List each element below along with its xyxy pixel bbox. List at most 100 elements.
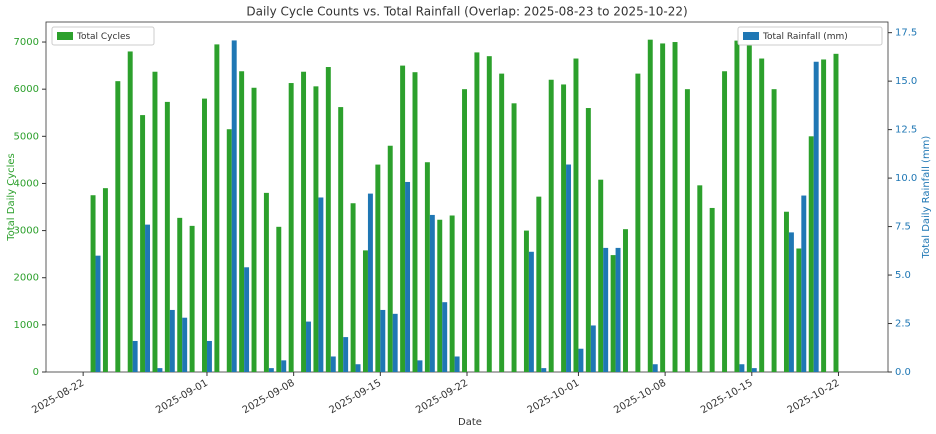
y2-axis-label: Total Daily Rainfall (mm): [921, 136, 932, 260]
bar: [598, 179, 604, 372]
bar: [660, 43, 666, 372]
bar: [405, 181, 411, 372]
bar: [603, 247, 609, 372]
x-tick-label: 2025-10-08: [612, 378, 668, 417]
bar: [325, 67, 331, 372]
x-tick-label: 2025-09-08: [241, 378, 297, 417]
y2-tick-label: 10.0: [895, 173, 917, 184]
bar: [722, 71, 728, 372]
bar: [585, 108, 591, 372]
bar: [318, 197, 324, 372]
y2-tick-label: 0.0: [895, 367, 911, 378]
bar: [684, 89, 690, 372]
bar: [288, 83, 294, 373]
y-tick-label: 6000: [14, 84, 39, 95]
legend-swatch: [57, 32, 73, 40]
bar: [132, 340, 138, 372]
bar: [454, 356, 460, 372]
bar: [548, 79, 554, 372]
bar: [380, 309, 386, 372]
bar: [528, 251, 534, 372]
bar: [590, 325, 596, 372]
bar: [164, 101, 170, 372]
bar: [647, 39, 653, 373]
bar: [95, 255, 101, 372]
bar: [102, 188, 108, 372]
bar: [746, 39, 752, 373]
bar: [771, 89, 777, 372]
bar: [313, 86, 319, 372]
bar: [623, 229, 628, 372]
bar: [355, 364, 361, 372]
bar: [338, 107, 344, 373]
bar: [244, 267, 250, 372]
bar: [566, 164, 572, 372]
bar: [417, 360, 423, 372]
bar: [206, 340, 212, 372]
bar: [739, 364, 745, 372]
bar: [808, 136, 814, 372]
y-tick-label: 5000: [14, 131, 39, 142]
bar: [90, 195, 96, 372]
bar: [226, 129, 232, 372]
x-tick-label: 2025-10-22: [786, 378, 842, 417]
x-tick-label: 2025-09-22: [414, 378, 470, 417]
bar: [734, 40, 740, 372]
y2-tick-label: 12.5: [895, 125, 917, 136]
legend-label: Total Cycles: [76, 32, 130, 42]
bar: [615, 247, 621, 372]
bar: [833, 53, 839, 373]
bar: [202, 98, 207, 372]
bar: [276, 226, 282, 372]
bar: [189, 225, 195, 372]
bar: [387, 145, 393, 372]
bar: [330, 356, 336, 372]
bar: [672, 42, 678, 373]
y-tick-label: 7000: [14, 37, 39, 48]
bar: [157, 368, 163, 372]
bar: [697, 185, 703, 372]
x-tick-label: 2025-09-01: [154, 378, 210, 417]
bar: [392, 313, 398, 372]
chart-title: Daily Cycle Counts vs. Total Rainfall (O…: [246, 5, 687, 19]
bar: [578, 348, 584, 372]
y-tick-label: 0: [33, 367, 39, 378]
bar: [152, 71, 158, 372]
legend-swatch: [743, 32, 759, 40]
bar: [821, 59, 827, 373]
bar: [127, 51, 133, 373]
bar: [474, 52, 480, 372]
bar: [251, 87, 257, 373]
bar: [424, 162, 430, 372]
bar: [375, 164, 381, 372]
bar: [115, 81, 121, 372]
bar: [429, 214, 435, 372]
bar: [281, 360, 287, 372]
bar: [400, 65, 406, 372]
x-axis-label: Date: [458, 417, 482, 428]
bar: [783, 211, 789, 372]
bar: [541, 368, 547, 372]
bar: [523, 230, 529, 372]
y2-tick-label: 5.0: [895, 270, 911, 281]
x-tick-label: 2025-10-15: [699, 378, 755, 417]
y-tick-label: 1000: [14, 320, 39, 331]
bar: [239, 71, 245, 372]
bar: [499, 73, 505, 373]
x-tick-label: 2025-10-01: [526, 378, 582, 417]
x-tick-label: 2025-08-22: [30, 378, 86, 417]
y-tick-label: 2000: [14, 273, 39, 284]
bar: [306, 321, 311, 372]
bar: [263, 192, 269, 372]
bar: [796, 248, 802, 372]
x-tick-label: 2025-09-15: [327, 378, 383, 417]
bar: [635, 73, 641, 373]
bar: [412, 72, 418, 372]
bar: [751, 368, 757, 372]
bar: [268, 368, 274, 372]
bar: [169, 309, 175, 372]
y-tick-label: 3000: [14, 226, 39, 237]
bar: [350, 203, 356, 372]
y2-tick-label: 15.0: [895, 76, 917, 87]
